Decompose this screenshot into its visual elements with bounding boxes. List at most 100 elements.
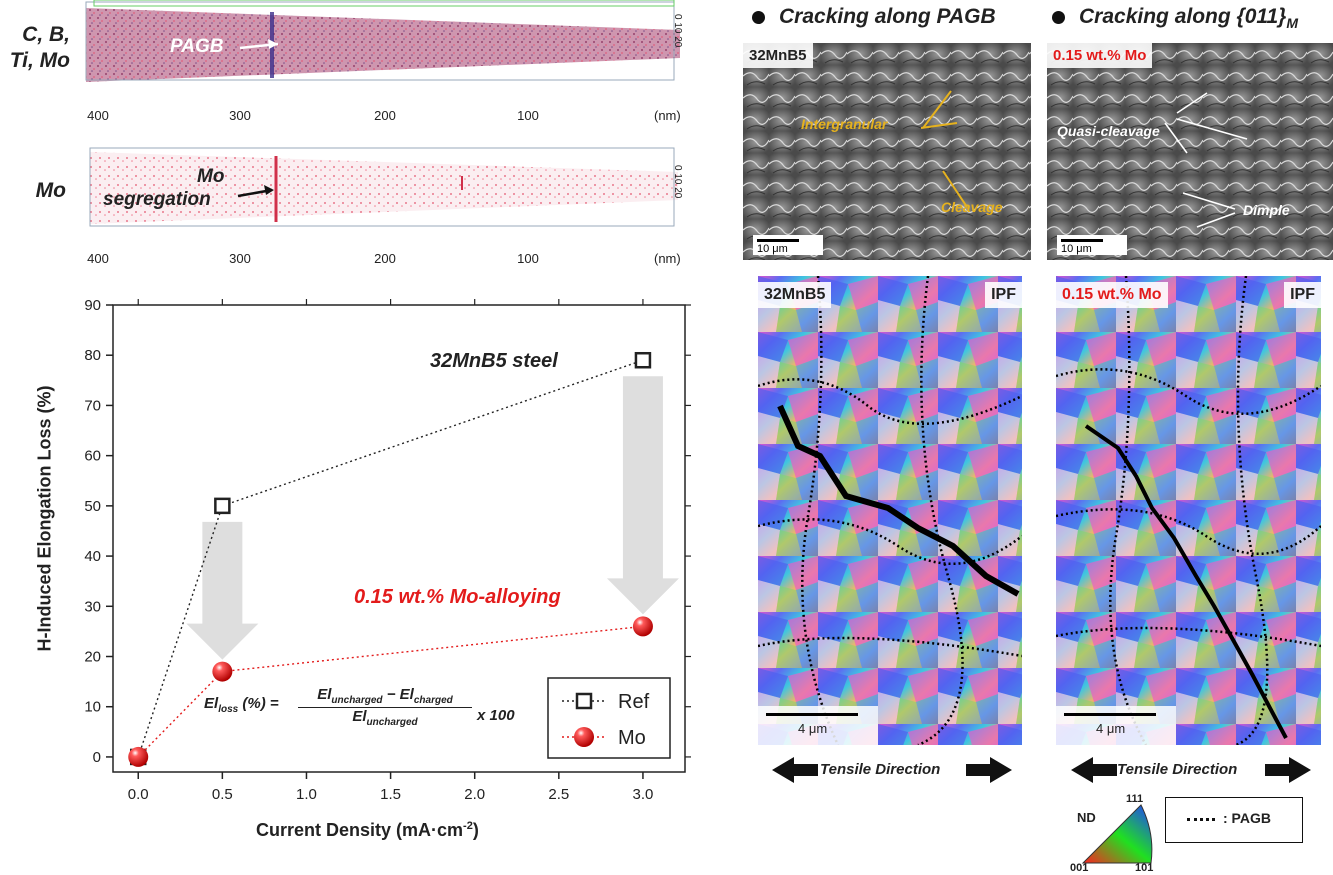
header-cracking-011: Cracking along {011}M: [1052, 5, 1298, 31]
header-cracking-pagb-text: Cracking along PAGB: [779, 5, 996, 28]
sem-panel-left: 32MnB5 Intergranular Cleavage 10 μm: [743, 43, 1031, 260]
ebsd-right-ipf: IPF: [1284, 282, 1321, 308]
header-cracking-011-sub: M: [1286, 15, 1299, 32]
apt-tick-300-top: 300: [229, 108, 251, 123]
chart-x-axis-label-text: Current Density (mA·cm: [256, 820, 464, 840]
apt-tip-top: [85, 0, 680, 82]
chart-x-axis-label-end: ): [472, 820, 479, 840]
tensile-label-right: Tensile Direction: [1117, 761, 1238, 778]
ebsd-panel-right: 0.15 wt.% Mo IPF 4 μm: [1056, 276, 1321, 745]
apt-pagb-label: PAGB: [170, 36, 224, 57]
point-mo-1: [212, 661, 233, 682]
y-tick-label-20: 20: [84, 649, 101, 666]
ebsd-left-scale-label: 4 μm: [798, 721, 828, 736]
formula-num-a: El: [317, 686, 332, 703]
apt-tick-100-top: 100: [517, 108, 539, 123]
ipf-triangle-legend: [1081, 804, 1153, 864]
elongation-loss-chart: 0 10 20 30 40 50 60 70 80 90 0.0 0.5 1.0 1.5 2.0 2.5 3.0…: [84, 297, 691, 803]
legend-box: [547, 677, 671, 759]
formula-numerator: Eluncharged − Elcharged: [298, 686, 472, 708]
point-ref-1: [214, 497, 231, 515]
sem-left-ann-cleavage: Cleavage: [941, 199, 1003, 215]
ipf-legend-001: 001: [1070, 862, 1089, 874]
series-line-ref: [137, 359, 644, 758]
bullet-dot-right: [1052, 10, 1065, 24]
series-line-mo: [137, 625, 644, 758]
sem-right-ann-dimple: Dimple: [1243, 202, 1290, 218]
decrease-arrow-0-5: [186, 521, 259, 660]
sem-left-scale-label: 10 μm: [757, 243, 788, 255]
formula-num-b-sub: charged: [413, 695, 453, 706]
formula-den-sub: uncharged: [366, 717, 418, 728]
mo-alloying-annotation: 0.15 wt.% Mo-alloying: [354, 586, 561, 608]
apt-row1-label: C, B, Ti, Mo: [9, 23, 70, 72]
sem-left-tag: 32MnB5: [743, 43, 813, 68]
ebsd-right-scale-bar: [1064, 713, 1156, 716]
apt-unit-top: (nm): [654, 108, 681, 123]
header-cracking-011-text: Cracking along {011}: [1079, 5, 1287, 28]
decrease-arrow-3-0: [606, 376, 679, 615]
apt-tick-400-top: 400: [87, 108, 109, 123]
chart-x-axis-label-sup: -2: [463, 820, 473, 832]
tensile-arrow-right: [1071, 757, 1311, 783]
sem-right-scale-label: 10 μm: [1061, 243, 1092, 255]
y-tick-label-60: 60: [84, 448, 101, 465]
x-tick-label-2: 1.0: [296, 786, 317, 803]
chart-x-axis-label: Current Density (mA·cm-2): [256, 820, 479, 841]
pagb-legend-dots: [1187, 818, 1215, 821]
x-tick-label-6: 3.0: [633, 786, 654, 803]
legend-label-ref: Ref: [618, 691, 650, 713]
ipf-legend-nd: ND: [1077, 810, 1096, 825]
apt-tick-200-top: 200: [374, 108, 396, 123]
x-tick-label-1: 0.5: [212, 786, 233, 803]
ebsd-panel-left: 32MnB5 IPF 4 μm: [758, 276, 1022, 745]
ebsd-right-scale-label: 4 μm: [1096, 721, 1126, 736]
sem-left-ann-intergranular: Intergranular: [801, 116, 888, 132]
formula-num-a-sub: uncharged: [331, 695, 383, 706]
sem-panel-right: 0.15 wt.% Mo Quasi-cleavage Dimple 10 μm: [1047, 43, 1333, 260]
sem-texture-left: [743, 43, 1031, 260]
y-tick-label-30: 30: [84, 598, 101, 615]
x-tick-label-5: 2.5: [548, 786, 569, 803]
apt-row2-label: Mo: [35, 179, 66, 202]
formula-minus: −: [386, 686, 396, 703]
apt-side-axis-top: 0 10 20: [672, 14, 683, 48]
tensile-arrow-left: [772, 757, 1012, 783]
apt-tip-bottom: [89, 147, 678, 227]
apt-side-axis-bottom: 0 10 20: [672, 165, 683, 199]
chart-y-axis-label: H-Induced Elongation Loss (%): [34, 385, 55, 652]
apt-tick-200-bottom: 200: [374, 251, 396, 266]
ebsd-map-left: [758, 276, 1022, 745]
point-mo-2: [632, 616, 653, 637]
y-tick-label-0: 0: [93, 749, 101, 766]
formula-den: El: [352, 708, 367, 725]
y-tick-label-90: 90: [84, 297, 101, 314]
apt-mo-seg-label-1: Mo: [197, 166, 225, 187]
y-tick-label-70: 70: [84, 397, 101, 414]
y-tick-label-10: 10: [84, 699, 101, 716]
ebsd-right-tag: 0.15 wt.% Mo: [1056, 282, 1168, 308]
formula-num-b: El: [399, 686, 414, 703]
ebsd-left-scale-bar: [766, 713, 858, 716]
y-tick-label-50: 50: [84, 498, 101, 515]
point-mo-0: [128, 746, 149, 767]
apt-tick-300-bottom: 300: [229, 251, 251, 266]
formula-multiplier: x 100: [477, 707, 515, 724]
formula-lhs-sub: loss: [218, 704, 239, 715]
apt-tick-100-bottom: 100: [517, 251, 539, 266]
apt-unit-bottom: (nm): [654, 251, 681, 266]
ipf-legend-101: 101: [1135, 862, 1154, 874]
bullet-dot-left: [752, 10, 765, 24]
y-tick-label-80: 80: [84, 347, 101, 364]
ebsd-left-tag: 32MnB5: [758, 282, 832, 308]
legend-marker-mo: [574, 727, 594, 747]
x-tick-label-3: 1.5: [380, 786, 401, 803]
x-tick-label-0: 0.0: [128, 786, 149, 803]
sem-right-scale-bar: [1061, 239, 1103, 242]
sem-right-tag: 0.15 wt.% Mo: [1047, 43, 1153, 68]
apt-mo-seg-label-2: segregation: [103, 189, 211, 210]
header-cracking-pagb: Cracking along PAGB: [752, 5, 996, 29]
sem-right-ann-quasi: Quasi-cleavage: [1057, 123, 1160, 139]
formula-lhs: El: [204, 695, 219, 712]
ebsd-map-right: [1056, 276, 1321, 745]
